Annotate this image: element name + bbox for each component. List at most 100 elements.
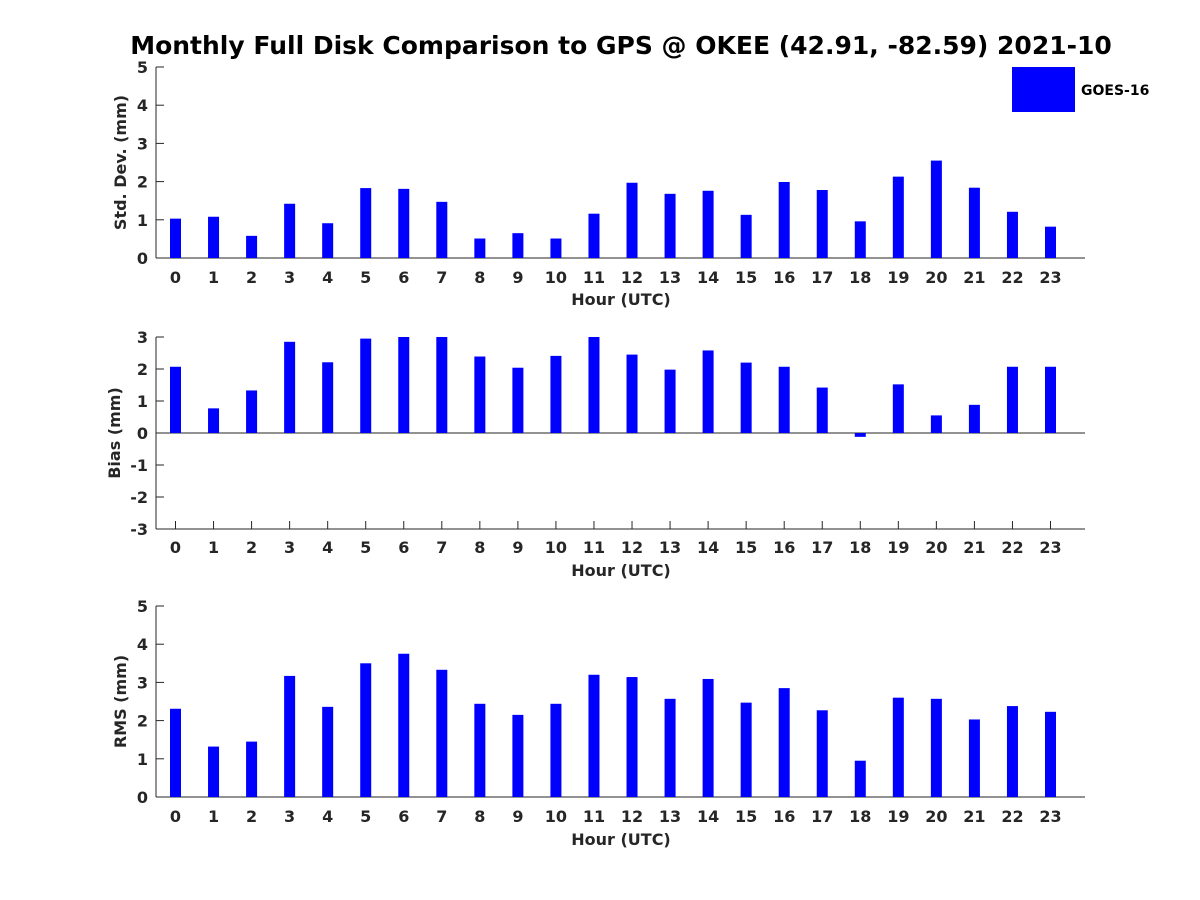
y-tick-label: 4 (137, 635, 148, 654)
bar (1045, 711, 1056, 797)
bar (930, 698, 942, 797)
x-tick-label: 3 (284, 538, 295, 557)
x-tick-label: 18 (849, 268, 871, 287)
bar (702, 678, 714, 797)
bar (284, 341, 296, 433)
bar (626, 677, 638, 797)
y-tick-label: 2 (137, 360, 148, 379)
x-tick-label: 13 (659, 538, 681, 557)
bar (664, 698, 676, 797)
legend-swatch (1012, 67, 1075, 112)
y-tick-label: -3 (130, 520, 148, 539)
x-tick-label: 0 (170, 268, 181, 287)
bar (284, 203, 296, 258)
y-axis-label: RMS (mm) (111, 655, 130, 748)
x-tick-label: 10 (545, 807, 567, 826)
bar (398, 653, 410, 797)
y-tick-label: 2 (137, 712, 148, 731)
x-tick-label: 11 (583, 268, 605, 287)
x-tick-label: 2 (246, 807, 257, 826)
y-tick-label: 5 (137, 597, 148, 616)
legend-label: GOES-16 (1081, 83, 1149, 99)
y-tick-label: 0 (137, 424, 148, 443)
x-tick-label: 14 (697, 268, 719, 287)
x-tick-label: 3 (284, 268, 295, 287)
bar (474, 703, 486, 797)
bar (664, 193, 676, 258)
bar (1006, 706, 1018, 797)
x-tick-label: 21 (963, 538, 985, 557)
x-tick-label: 4 (322, 538, 333, 557)
y-tick-label: 3 (137, 673, 148, 692)
bar (474, 356, 486, 433)
x-tick-label: 1 (208, 538, 219, 557)
bar (246, 741, 258, 797)
x-tick-label: 19 (887, 807, 909, 826)
bar (208, 408, 220, 433)
x-tick-label: 8 (474, 538, 485, 557)
x-tick-label: 7 (436, 807, 447, 826)
bar (512, 233, 524, 258)
bar (1045, 366, 1056, 433)
x-axis-label: Hour (UTC) (571, 290, 671, 309)
bar (246, 390, 258, 433)
x-tick-label: 6 (398, 807, 409, 826)
bar (322, 362, 334, 433)
x-tick-label: 11 (583, 538, 605, 557)
bar (740, 214, 752, 258)
figure-title: Monthly Full Disk Comparison to GPS @ OK… (130, 31, 1112, 60)
bar (968, 404, 980, 433)
bar (1006, 211, 1018, 258)
x-tick-label: 9 (512, 268, 523, 287)
x-tick-label: 6 (398, 538, 409, 557)
y-tick-label: 5 (137, 58, 148, 77)
x-tick-label: 10 (545, 538, 567, 557)
bar (816, 387, 828, 433)
bar (626, 354, 638, 433)
x-tick-label: 22 (1001, 538, 1023, 557)
x-tick-label: 22 (1001, 807, 1023, 826)
bar (512, 714, 524, 797)
bar (702, 350, 714, 433)
y-tick-label: 1 (137, 392, 148, 411)
bar (968, 187, 980, 258)
legend: GOES-16 (1012, 67, 1149, 112)
bar (436, 669, 448, 797)
bar (170, 218, 181, 258)
x-tick-label: 5 (360, 538, 371, 557)
x-tick-label: 0 (170, 538, 181, 557)
x-tick-label: 13 (659, 268, 681, 287)
bar (170, 366, 181, 433)
y-tick-label: 4 (137, 96, 148, 115)
x-tick-label: 12 (621, 268, 643, 287)
x-tick-label: 16 (773, 268, 795, 287)
x-tick-label: 5 (360, 268, 371, 287)
x-tick-label: 4 (322, 268, 333, 287)
x-tick-label: 8 (474, 807, 485, 826)
x-tick-label: 8 (474, 268, 485, 287)
bar (930, 160, 942, 258)
bar (322, 706, 334, 797)
bar (930, 415, 942, 433)
y-tick-label: 2 (137, 173, 148, 192)
y-axis-label: Std. Dev. (mm) (111, 95, 130, 230)
bar (588, 674, 600, 797)
x-tick-label: 7 (436, 538, 447, 557)
x-tick-label: 18 (849, 538, 871, 557)
bar (854, 221, 866, 258)
x-tick-label: 5 (360, 807, 371, 826)
x-axis-label: Hour (UTC) (571, 830, 671, 849)
y-axis-label: Bias (mm) (105, 387, 124, 479)
bar (778, 688, 790, 797)
x-tick-label: 21 (963, 807, 985, 826)
x-tick-label: 9 (512, 538, 523, 557)
bar (892, 176, 904, 258)
bar (360, 188, 372, 258)
y-tick-label: 3 (137, 328, 148, 347)
x-tick-label: 19 (887, 538, 909, 557)
x-tick-label: 17 (811, 538, 833, 557)
